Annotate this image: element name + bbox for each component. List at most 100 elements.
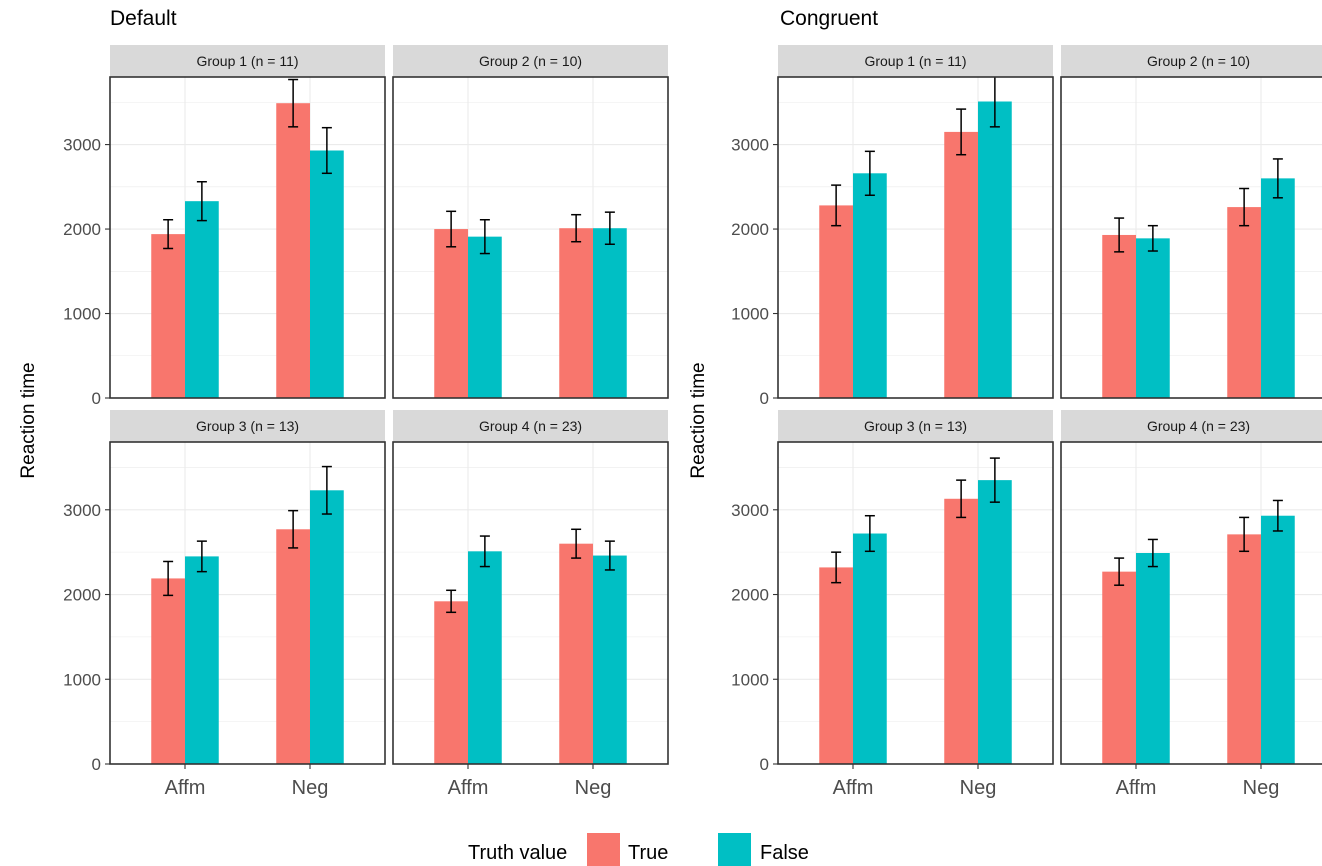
x-tick-label: Neg — [575, 777, 612, 799]
error-bar — [1272, 158, 1283, 199]
y-tick-label: 0 — [92, 389, 101, 408]
x-tick-label: Affm — [833, 777, 874, 799]
error-bar — [163, 219, 174, 250]
error-bar — [1239, 187, 1250, 227]
panel-border — [777, 441, 1054, 765]
y-tick-label: 0 — [92, 755, 101, 774]
facet-label: Group 2 (n = 10) — [479, 53, 582, 69]
bar-false-affm — [853, 533, 887, 764]
bar-false-affm — [185, 556, 219, 764]
error-bar — [288, 509, 299, 549]
facet-strip — [1061, 45, 1322, 77]
bar-true-neg — [1227, 534, 1261, 764]
y-tick-label: 1000 — [731, 305, 769, 324]
bar-false-neg — [310, 150, 344, 398]
legend: Truth value True False — [468, 833, 809, 866]
facet-strip — [393, 45, 668, 77]
bar-true-neg — [944, 131, 978, 398]
error-bar — [479, 219, 490, 255]
y-tick-label: 2000 — [63, 220, 101, 239]
bar-true-affm — [819, 205, 853, 398]
error-bar — [571, 213, 582, 243]
bar-false-affm — [468, 236, 502, 398]
panel-1-0: Group 1 (n = 11) 0 1000 2000 3000 — [731, 45, 1054, 408]
error-bar — [321, 465, 332, 515]
facet-label: Group 1 (n = 11) — [196, 53, 298, 69]
bar-true-neg — [276, 103, 310, 399]
x-tick-label: Affm — [165, 777, 206, 799]
y-tick-label: 0 — [760, 755, 769, 774]
panel-border — [109, 441, 386, 765]
bar-true-affm — [151, 578, 185, 764]
panel-border — [392, 76, 669, 399]
error-bar — [321, 126, 332, 175]
panel-border — [1060, 76, 1322, 399]
bar-false-affm — [853, 173, 887, 398]
panel-border — [777, 76, 1054, 399]
bar-true-neg — [559, 543, 593, 764]
x-tick-label: Affm — [448, 777, 489, 799]
facet-label: Group 4 (n = 23) — [479, 418, 582, 434]
panel-0-2: Group 3 (n = 13) 0 1000 2000 3000 Affm Neg — [63, 410, 386, 799]
panel-1-1: Group 2 (n = 10) — [1060, 45, 1322, 399]
bar-false-neg — [978, 101, 1012, 398]
error-bar — [196, 540, 207, 573]
y-tick-label: 2000 — [731, 220, 769, 239]
bar-true-neg — [559, 228, 593, 398]
facet-strip — [1061, 410, 1322, 442]
bar-true-neg — [1227, 207, 1261, 398]
facet-label: Group 4 (n = 23) — [1147, 418, 1250, 434]
error-bar — [1147, 538, 1158, 568]
bar-true-affm — [819, 567, 853, 764]
error-bar — [479, 535, 490, 568]
error-bar — [864, 514, 875, 553]
facet-strip — [110, 45, 385, 77]
y-tick-label: 1000 — [731, 670, 769, 689]
facet-label: Group 2 (n = 10) — [1147, 53, 1250, 69]
x-tick-label: Neg — [292, 777, 329, 799]
error-bar — [571, 528, 582, 559]
bar-false-affm — [1136, 238, 1170, 398]
bar-false-affm — [185, 201, 219, 398]
title-default: Default — [110, 7, 177, 30]
facet-label: Group 3 (n = 13) — [196, 418, 299, 434]
error-bar — [989, 77, 1000, 128]
bar-false-neg — [1261, 515, 1295, 764]
error-bar — [831, 551, 842, 584]
y-tick-label: 2000 — [63, 586, 101, 605]
facet-label: Group 3 (n = 13) — [864, 418, 967, 434]
bar-true-affm — [1102, 234, 1136, 398]
legend-key-false — [718, 833, 751, 866]
bar-true-neg — [276, 529, 310, 764]
bar-true-affm — [151, 234, 185, 398]
y-tick-label: 2000 — [731, 586, 769, 605]
y-axis-title: Reaction time — [688, 362, 709, 478]
bar-true-affm — [1102, 571, 1136, 764]
bar-false-affm — [1136, 553, 1170, 764]
error-bar — [604, 211, 615, 246]
panel-border — [392, 441, 669, 765]
panel-1-2: Group 3 (n = 13) 0 1000 2000 3000 Affm Neg — [731, 410, 1054, 799]
error-bar — [446, 589, 457, 614]
title-congruent: Congruent — [780, 7, 878, 30]
bar-false-neg — [310, 490, 344, 764]
facet-strip — [778, 410, 1053, 442]
bar-false-neg — [978, 480, 1012, 764]
facet-strip — [110, 410, 385, 442]
error-bar — [864, 150, 875, 197]
legend-label-true: True — [628, 842, 668, 864]
panel-0-3: Group 4 (n = 23) Affm Neg — [392, 410, 669, 799]
panel-border — [1060, 441, 1322, 765]
error-bar — [1272, 499, 1283, 532]
panel-border — [109, 76, 386, 399]
x-tick-label: Affm — [1116, 777, 1157, 799]
y-tick-label: 1000 — [63, 670, 101, 689]
y-tick-label: 3000 — [63, 501, 101, 520]
y-tick-label: 3000 — [731, 136, 769, 155]
error-bar — [1114, 557, 1125, 586]
error-bar — [163, 560, 174, 597]
bar-true-affm — [434, 229, 468, 398]
facet-strip — [393, 410, 668, 442]
error-bar — [1147, 224, 1158, 252]
